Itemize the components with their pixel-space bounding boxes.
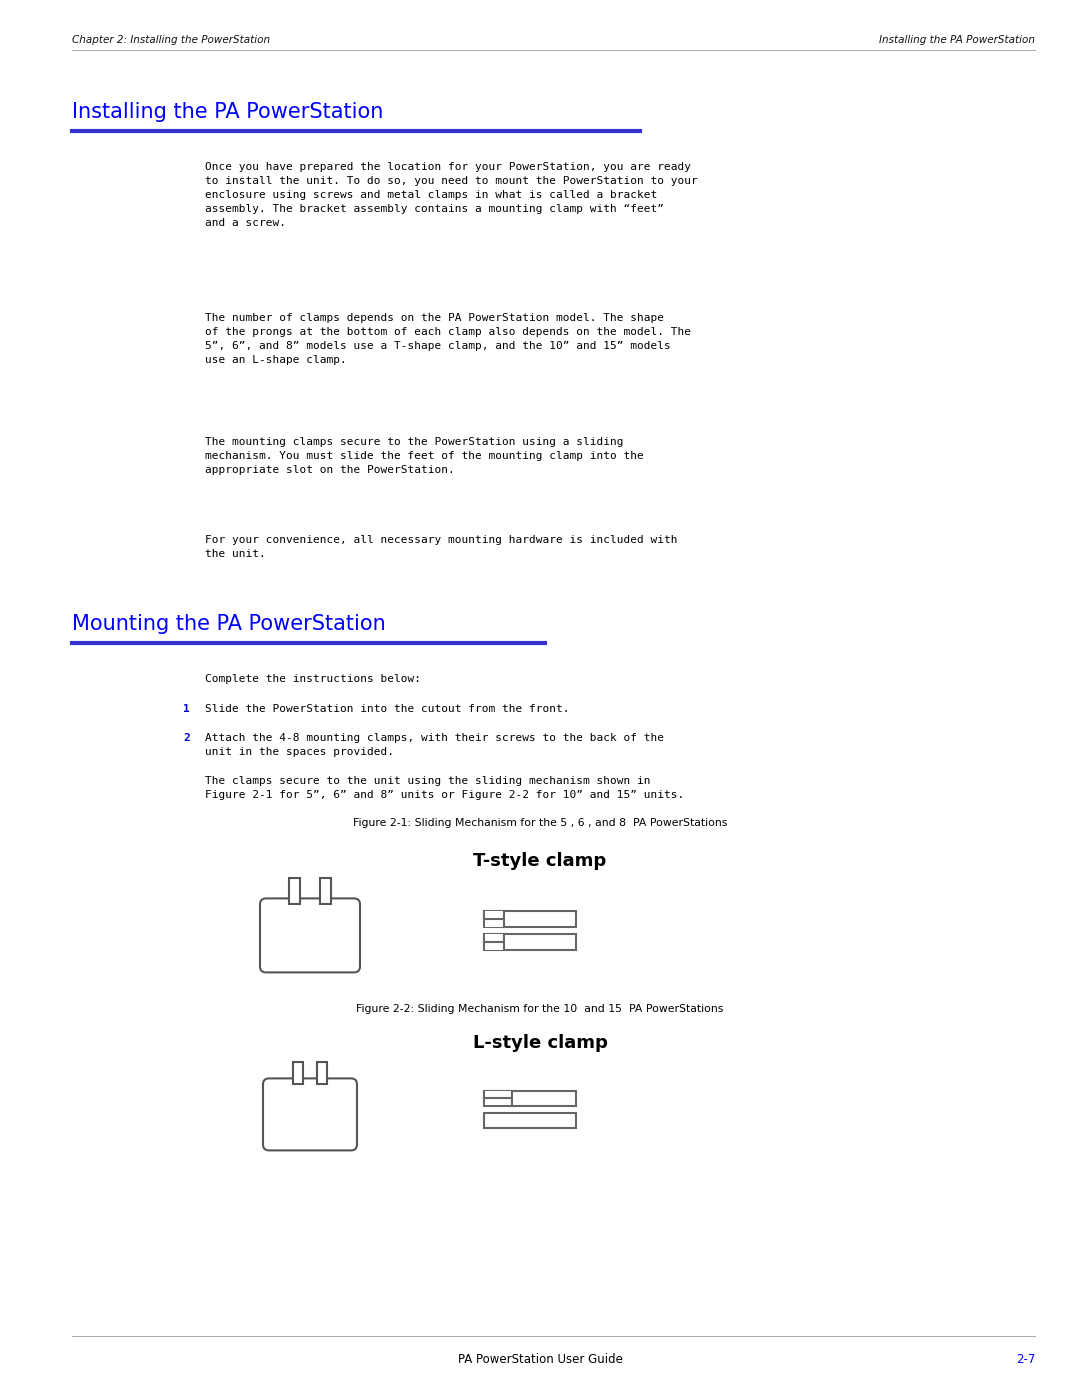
FancyBboxPatch shape xyxy=(264,1078,357,1150)
Bar xyxy=(485,911,504,926)
Text: Slide the PowerStation into the cutout from the front.: Slide the PowerStation into the cutout f… xyxy=(205,704,569,714)
Text: 1: 1 xyxy=(183,704,190,714)
Text: Once you have prepared the location for your PowerStation, you are ready
to inst: Once you have prepared the location for … xyxy=(205,162,698,228)
Bar xyxy=(485,1091,513,1105)
Text: Complete the instructions below:: Complete the instructions below: xyxy=(205,675,421,685)
FancyBboxPatch shape xyxy=(260,898,360,972)
Text: PA PowerStation User Guide: PA PowerStation User Guide xyxy=(458,1354,622,1366)
Text: Chapter 2: Installing the PowerStation: Chapter 2: Installing the PowerStation xyxy=(72,35,270,45)
Bar xyxy=(318,1062,327,1084)
Text: Figure 2-1: Sliding Mechanism for the 5 , 6 , and 8  PA PowerStations: Figure 2-1: Sliding Mechanism for the 5 … xyxy=(353,819,727,828)
Text: Mounting the PA PowerStation: Mounting the PA PowerStation xyxy=(72,615,386,634)
Text: Installing the PA PowerStation: Installing the PA PowerStation xyxy=(72,102,383,122)
Text: T-style clamp: T-style clamp xyxy=(473,852,607,870)
Bar xyxy=(484,1113,576,1127)
Text: Figure 2-2: Sliding Mechanism for the 10  and 15  PA PowerStations: Figure 2-2: Sliding Mechanism for the 10… xyxy=(356,1004,724,1014)
Bar xyxy=(484,1091,576,1106)
Bar xyxy=(293,1062,303,1084)
Text: The number of clamps depends on the PA PowerStation model. The shape
of the pron: The number of clamps depends on the PA P… xyxy=(205,313,691,365)
Text: L-style clamp: L-style clamp xyxy=(473,1034,607,1052)
Text: The mounting clamps secure to the PowerStation using a sliding
mechanism. You mu: The mounting clamps secure to the PowerS… xyxy=(205,437,644,475)
Text: The clamps secure to the unit using the sliding mechanism shown in
Figure 2-1 fo: The clamps secure to the unit using the … xyxy=(205,777,685,800)
Text: Attach the 4-8 mounting clamps, with their screws to the back of the
unit in the: Attach the 4-8 mounting clamps, with the… xyxy=(205,733,664,757)
Bar xyxy=(485,935,504,950)
Text: 2: 2 xyxy=(183,733,190,743)
Text: 2-7: 2-7 xyxy=(1015,1354,1035,1366)
Bar xyxy=(320,879,330,904)
Text: For your convenience, all necessary mounting hardware is included with
the unit.: For your convenience, all necessary moun… xyxy=(205,535,677,559)
Text: Installing the PA PowerStation: Installing the PA PowerStation xyxy=(879,35,1035,45)
Bar xyxy=(484,911,576,928)
Bar xyxy=(289,879,300,904)
Bar xyxy=(484,933,576,950)
